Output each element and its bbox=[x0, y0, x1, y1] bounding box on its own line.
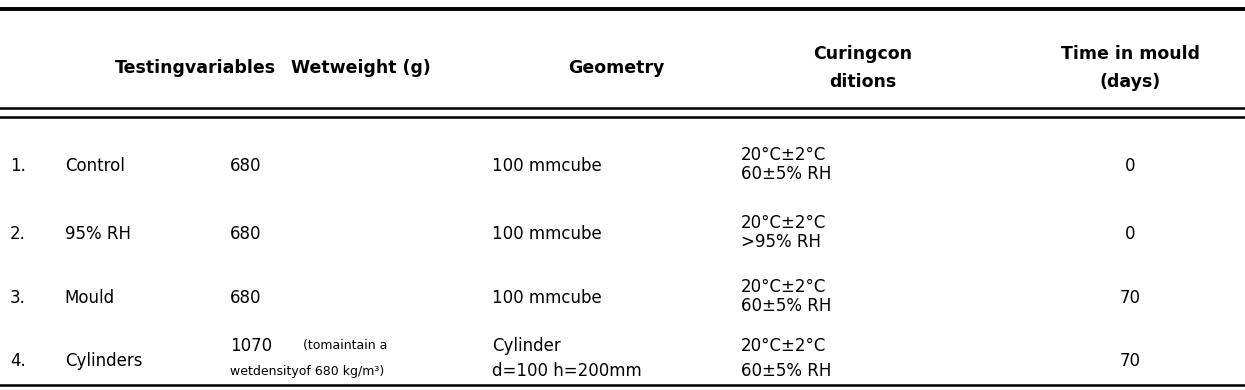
Text: Time in mould: Time in mould bbox=[1061, 45, 1200, 63]
Text: Testingvariables: Testingvariables bbox=[115, 59, 275, 77]
Text: (tomaintain a: (tomaintain a bbox=[299, 339, 387, 352]
Text: 20°C±2°C: 20°C±2°C bbox=[741, 146, 827, 164]
Text: 4.: 4. bbox=[10, 352, 26, 370]
Text: d=100 h=200mm: d=100 h=200mm bbox=[492, 362, 641, 381]
Text: Curingcon: Curingcon bbox=[813, 45, 913, 63]
Text: 0: 0 bbox=[1125, 157, 1135, 175]
Text: 2.: 2. bbox=[10, 225, 26, 243]
Text: 20°C±2°C: 20°C±2°C bbox=[741, 278, 827, 296]
Text: Cylinder: Cylinder bbox=[492, 337, 560, 355]
Text: 3.: 3. bbox=[10, 289, 26, 307]
Text: 100 mmcube: 100 mmcube bbox=[492, 225, 601, 243]
Text: 70: 70 bbox=[1120, 352, 1140, 370]
Text: 1070: 1070 bbox=[230, 337, 273, 355]
Text: 1.: 1. bbox=[10, 157, 26, 175]
Text: 70: 70 bbox=[1120, 289, 1140, 307]
Text: 60±5% RH: 60±5% RH bbox=[741, 297, 832, 315]
Text: 60±5% RH: 60±5% RH bbox=[741, 165, 832, 183]
Text: 100 mmcube: 100 mmcube bbox=[492, 157, 601, 175]
Text: Wetweight (g): Wetweight (g) bbox=[291, 59, 431, 77]
Text: ditions: ditions bbox=[829, 73, 896, 91]
Text: 680: 680 bbox=[230, 157, 261, 175]
Text: 0: 0 bbox=[1125, 225, 1135, 243]
Text: 100 mmcube: 100 mmcube bbox=[492, 289, 601, 307]
Text: wetdensityof 680 kg/m³): wetdensityof 680 kg/m³) bbox=[230, 365, 385, 378]
Text: Mould: Mould bbox=[65, 289, 115, 307]
Text: >95% RH: >95% RH bbox=[741, 233, 820, 251]
Text: 20°C±2°C: 20°C±2°C bbox=[741, 214, 827, 232]
Text: 20°C±2°C: 20°C±2°C bbox=[741, 337, 827, 355]
Text: 680: 680 bbox=[230, 225, 261, 243]
Text: Cylinders: Cylinders bbox=[65, 352, 142, 370]
Text: 95% RH: 95% RH bbox=[65, 225, 131, 243]
Text: 680: 680 bbox=[230, 289, 261, 307]
Text: Geometry: Geometry bbox=[568, 59, 665, 77]
Text: 60±5% RH: 60±5% RH bbox=[741, 362, 832, 381]
Text: Control: Control bbox=[65, 157, 124, 175]
Text: (days): (days) bbox=[1099, 73, 1162, 91]
